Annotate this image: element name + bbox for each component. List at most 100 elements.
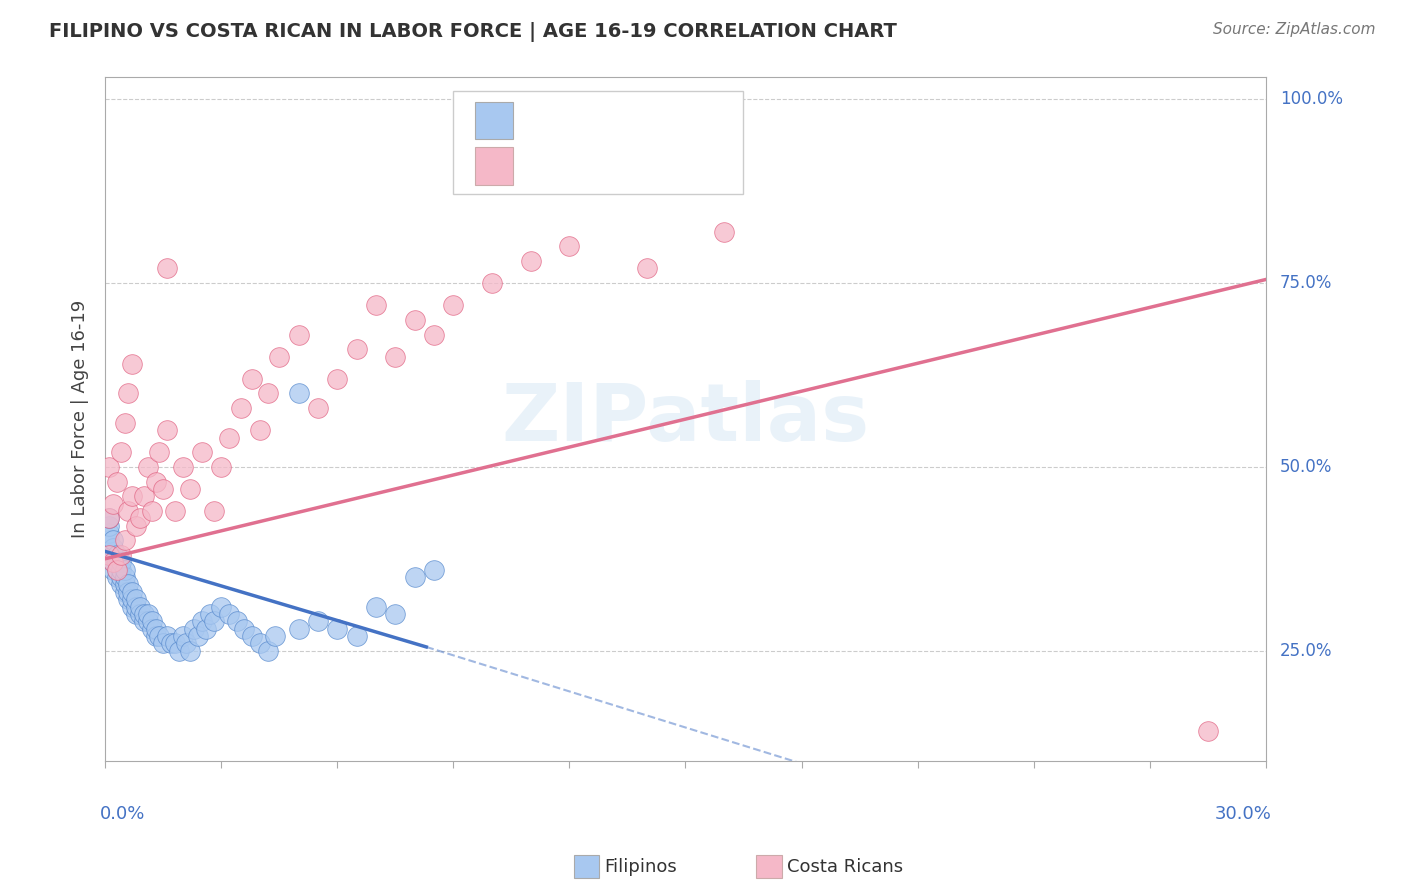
Point bbox=[117, 577, 139, 591]
Point bbox=[218, 430, 240, 444]
Point bbox=[98, 518, 121, 533]
Point bbox=[117, 504, 139, 518]
Point bbox=[136, 607, 159, 621]
Point bbox=[136, 459, 159, 474]
Point bbox=[114, 416, 136, 430]
Text: 30.0%: 30.0% bbox=[1215, 805, 1271, 823]
Point bbox=[1197, 724, 1219, 739]
Point bbox=[229, 401, 252, 416]
Point bbox=[114, 577, 136, 591]
Point bbox=[384, 607, 406, 621]
Point bbox=[114, 584, 136, 599]
Point bbox=[105, 563, 128, 577]
Text: 100.0%: 100.0% bbox=[1279, 90, 1343, 109]
Point bbox=[110, 556, 132, 570]
Point bbox=[110, 563, 132, 577]
Point bbox=[129, 599, 152, 614]
Point bbox=[172, 629, 194, 643]
Point bbox=[240, 372, 263, 386]
Point bbox=[225, 614, 247, 628]
Point bbox=[152, 482, 174, 496]
Point bbox=[110, 445, 132, 459]
Point bbox=[105, 475, 128, 489]
Point bbox=[176, 636, 198, 650]
Point bbox=[249, 636, 271, 650]
Text: R =  0.264   N = 52: R = 0.264 N = 52 bbox=[526, 157, 703, 176]
Text: 0.0%: 0.0% bbox=[100, 805, 145, 823]
FancyBboxPatch shape bbox=[453, 91, 744, 194]
Point bbox=[141, 622, 163, 636]
Point bbox=[132, 607, 155, 621]
Point bbox=[152, 636, 174, 650]
Point bbox=[101, 556, 124, 570]
Point bbox=[136, 614, 159, 628]
Point bbox=[519, 254, 541, 268]
Point bbox=[101, 563, 124, 577]
Text: Costa Ricans: Costa Ricans bbox=[787, 858, 904, 876]
Point bbox=[209, 459, 232, 474]
Point bbox=[287, 622, 309, 636]
Point bbox=[114, 570, 136, 584]
Text: Source: ZipAtlas.com: Source: ZipAtlas.com bbox=[1212, 22, 1375, 37]
Point bbox=[98, 533, 121, 548]
Point bbox=[364, 599, 387, 614]
Point bbox=[156, 423, 179, 437]
Point bbox=[240, 629, 263, 643]
Point bbox=[187, 629, 209, 643]
Text: 50.0%: 50.0% bbox=[1279, 458, 1331, 476]
Point bbox=[163, 636, 186, 650]
Point bbox=[125, 518, 148, 533]
Point bbox=[264, 629, 287, 643]
Point bbox=[110, 570, 132, 584]
Point bbox=[218, 607, 240, 621]
Point bbox=[132, 614, 155, 628]
Point bbox=[287, 386, 309, 401]
Point bbox=[101, 497, 124, 511]
Point bbox=[194, 622, 217, 636]
Point bbox=[179, 482, 201, 496]
Point bbox=[125, 599, 148, 614]
Point bbox=[101, 548, 124, 562]
Point bbox=[121, 592, 143, 607]
Point bbox=[156, 629, 179, 643]
Point bbox=[423, 563, 446, 577]
Point bbox=[160, 636, 183, 650]
Point bbox=[105, 570, 128, 584]
Point bbox=[121, 357, 143, 371]
Point bbox=[256, 386, 278, 401]
Point bbox=[110, 548, 132, 562]
Text: R = -0.456   N = 73: R = -0.456 N = 73 bbox=[526, 112, 703, 129]
Point bbox=[404, 313, 426, 327]
Point bbox=[249, 423, 271, 437]
Point bbox=[117, 386, 139, 401]
Point bbox=[121, 489, 143, 503]
Point bbox=[141, 614, 163, 628]
Point bbox=[198, 607, 221, 621]
Point bbox=[114, 533, 136, 548]
Point bbox=[105, 556, 128, 570]
Point bbox=[101, 556, 124, 570]
Point bbox=[98, 548, 121, 562]
Point bbox=[307, 401, 329, 416]
Point bbox=[121, 599, 143, 614]
Point bbox=[404, 570, 426, 584]
Point bbox=[384, 350, 406, 364]
Point bbox=[105, 548, 128, 562]
Point bbox=[346, 629, 368, 643]
Point bbox=[163, 504, 186, 518]
Point bbox=[117, 592, 139, 607]
Point bbox=[156, 261, 179, 276]
Point bbox=[98, 526, 121, 541]
Point bbox=[141, 504, 163, 518]
Point bbox=[209, 599, 232, 614]
Point bbox=[132, 489, 155, 503]
Point bbox=[326, 372, 349, 386]
Point bbox=[129, 511, 152, 525]
Point bbox=[636, 261, 658, 276]
Point bbox=[307, 614, 329, 628]
Point bbox=[441, 298, 464, 312]
FancyBboxPatch shape bbox=[475, 102, 513, 139]
Point bbox=[202, 504, 225, 518]
Point bbox=[148, 629, 170, 643]
Point bbox=[423, 327, 446, 342]
